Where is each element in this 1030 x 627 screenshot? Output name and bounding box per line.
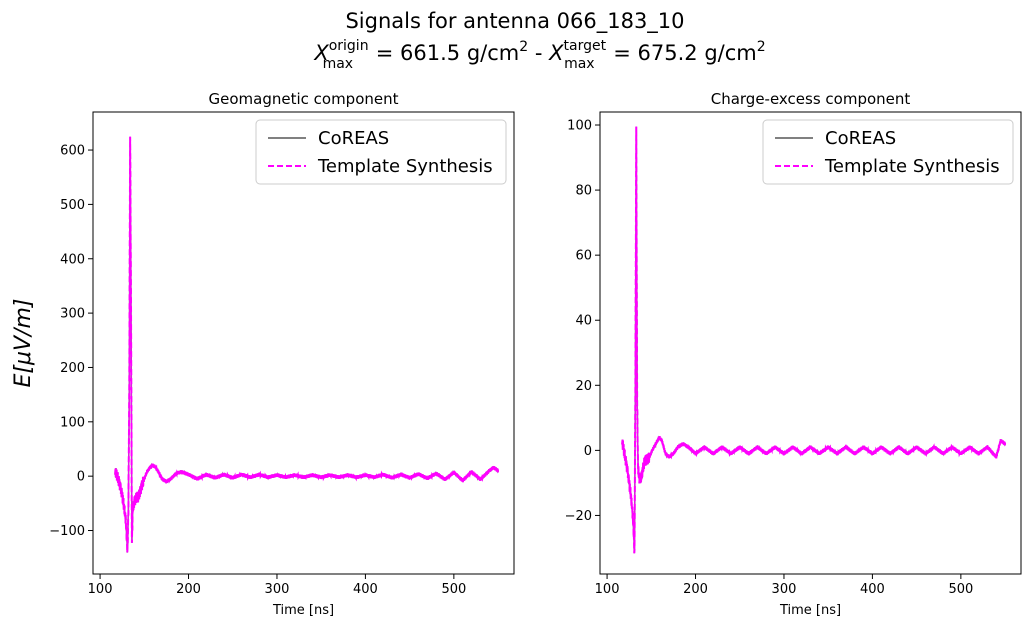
x-symbol-target: X <box>548 41 564 65</box>
geomagnetic-panel: Geomagnetic component 100 200 300 400 500 −100… <box>49 90 515 618</box>
x-tick-label: 400 <box>860 582 885 597</box>
origin-exp: 2 <box>519 39 528 55</box>
figure-title-line1: Signals for antenna 066_183_10 <box>345 9 684 34</box>
target-sup: target <box>564 38 607 54</box>
y-tick-label: 400 <box>60 252 85 267</box>
series-line-coreas <box>114 136 499 553</box>
y-tick-label: 300 <box>60 307 85 322</box>
legend-label: Template Synthesis <box>824 156 1000 177</box>
x-tick-label: 300 <box>772 582 797 597</box>
x-axis-label: Time [ns] <box>272 603 334 618</box>
y-tick-label: 20 <box>575 379 592 394</box>
panel-title: Charge-excess component <box>711 90 911 108</box>
series-line-template-synthesis <box>621 126 1007 554</box>
y-tick-label: 200 <box>60 361 85 376</box>
series-line-template-overlay <box>114 136 499 553</box>
origin-sub: max <box>323 56 354 72</box>
x-tick-label: 300 <box>265 582 290 597</box>
legend-box <box>762 119 1014 185</box>
y-tick-label: 100 <box>60 415 85 430</box>
y-tick-label: 100 <box>567 119 592 134</box>
y-axis-label: E[μV/m] <box>11 299 36 388</box>
x-tick-label: 400 <box>353 582 378 597</box>
target-sub: max <box>564 56 595 72</box>
y-tick-label: 500 <box>60 198 85 213</box>
y-tick-label: −100 <box>49 524 85 539</box>
legend: CoREAS Template Synthesis <box>762 119 1014 185</box>
title-separator: - <box>528 41 549 65</box>
series-line-template-overlay <box>621 126 1006 554</box>
axes-frame <box>92 111 515 575</box>
y-tick-label: 0 <box>584 444 592 459</box>
y-tick-label: −20 <box>565 509 592 524</box>
figure-title-line2: Xorigin max = 661.5 g/cm2 - Xtarget max = … <box>313 38 765 72</box>
panel-title: Geomagnetic component <box>208 90 398 108</box>
plot-area <box>621 126 1007 554</box>
legend-label: Template Synthesis <box>317 156 493 177</box>
legend-label: CoREAS <box>318 128 389 149</box>
y-tick-label: 40 <box>575 314 592 329</box>
x-tick-label: 200 <box>683 582 708 597</box>
series-line-coreas <box>621 126 1006 554</box>
origin-sup: origin <box>329 38 369 54</box>
axes-frame <box>599 111 1022 575</box>
plot-area <box>114 136 500 553</box>
legend-box <box>255 119 507 185</box>
x-tick-label: 500 <box>948 582 973 597</box>
y-tick-label: 60 <box>575 249 592 264</box>
target-exp: 2 <box>757 39 766 55</box>
series-line-template-synthesis <box>114 136 500 553</box>
x-tick-label: 500 <box>441 582 466 597</box>
x-axis-label: Time [ns] <box>779 603 841 618</box>
y-tick-label: 600 <box>60 144 85 159</box>
legend-label: CoREAS <box>825 128 896 149</box>
target-value: = 675.2 g/cm <box>607 41 757 65</box>
x-symbol-origin: X <box>313 41 329 65</box>
y-tick-label: 0 <box>77 470 85 485</box>
x-tick-label: 200 <box>176 582 201 597</box>
x-tick-label: 100 <box>595 582 620 597</box>
x-tick-label: 100 <box>88 582 113 597</box>
legend: CoREAS Template Synthesis <box>255 119 507 185</box>
origin-value: = 661.5 g/cm <box>369 41 519 65</box>
y-tick-label: 80 <box>575 184 592 199</box>
